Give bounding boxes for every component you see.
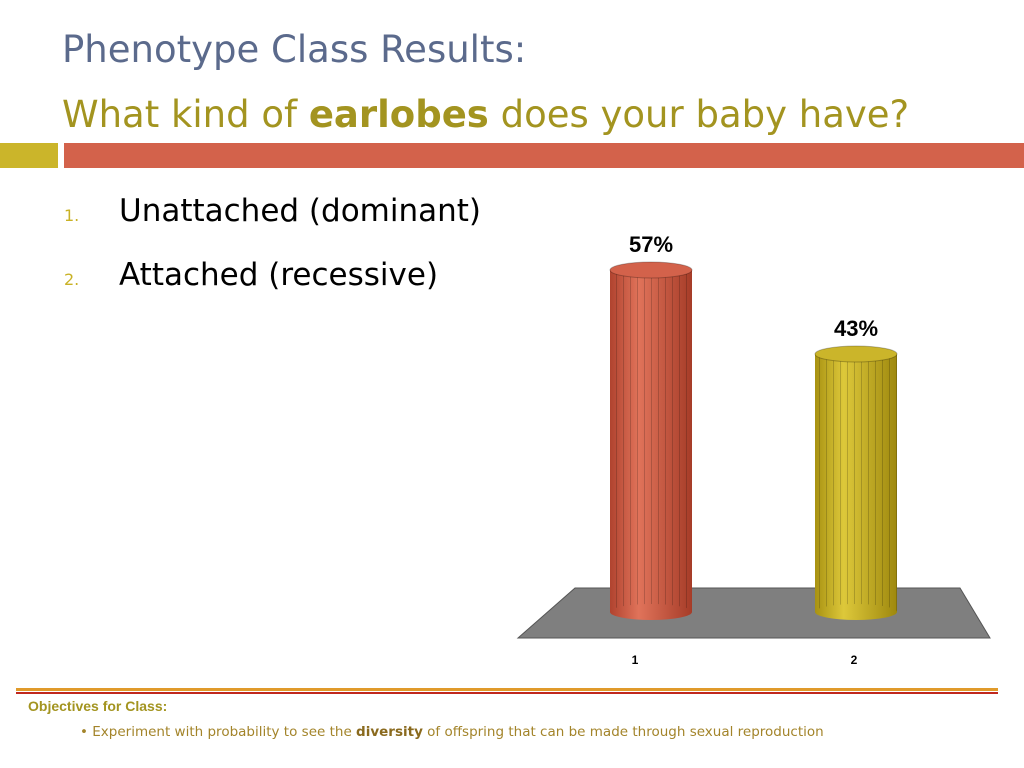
category-label: 2 — [851, 653, 858, 667]
phenotype-list: 1. Unattached (dominant) 2. Attached (re… — [64, 193, 481, 321]
data-label: 43% — [834, 316, 878, 341]
objective-text-post: of offspring that can be made through se… — [422, 724, 824, 740]
slide-subtitle: What kind of earlobes does your baby hav… — [62, 93, 909, 136]
bar-1 — [609, 261, 693, 620]
header-accent-bar-left — [0, 143, 58, 168]
objectives-label: Objectives for Class: — [28, 698, 168, 714]
data-label: 57% — [629, 232, 673, 257]
category-label: 1 — [632, 653, 639, 667]
list-text: Unattached (dominant) — [119, 193, 482, 229]
list-text: Attached (recessive) — [119, 257, 439, 293]
objective-text-bold: diversity — [356, 724, 423, 740]
objective-item: • Experiment with probability to see the… — [80, 724, 824, 740]
chart-floor — [516, 587, 991, 639]
footer-rule-red — [16, 692, 998, 694]
footer-rule — [16, 688, 998, 691]
header-accent-bar-right — [64, 143, 1024, 168]
subtitle-bold: earlobes — [308, 93, 489, 136]
list-item: 2. Attached (recessive) — [64, 257, 481, 321]
slide-title: Phenotype Class Results: — [62, 28, 527, 71]
list-number: 1. — [64, 206, 80, 225]
bullet: • — [80, 724, 88, 740]
list-item: 1. Unattached (dominant) — [64, 193, 481, 257]
bar-2 — [814, 345, 898, 620]
objective-text-pre: Experiment with probability to see the — [92, 724, 357, 740]
subtitle-pre: What kind of — [62, 93, 309, 136]
list-number: 2. — [64, 270, 80, 289]
subtitle-post: does your baby have? — [488, 93, 910, 136]
